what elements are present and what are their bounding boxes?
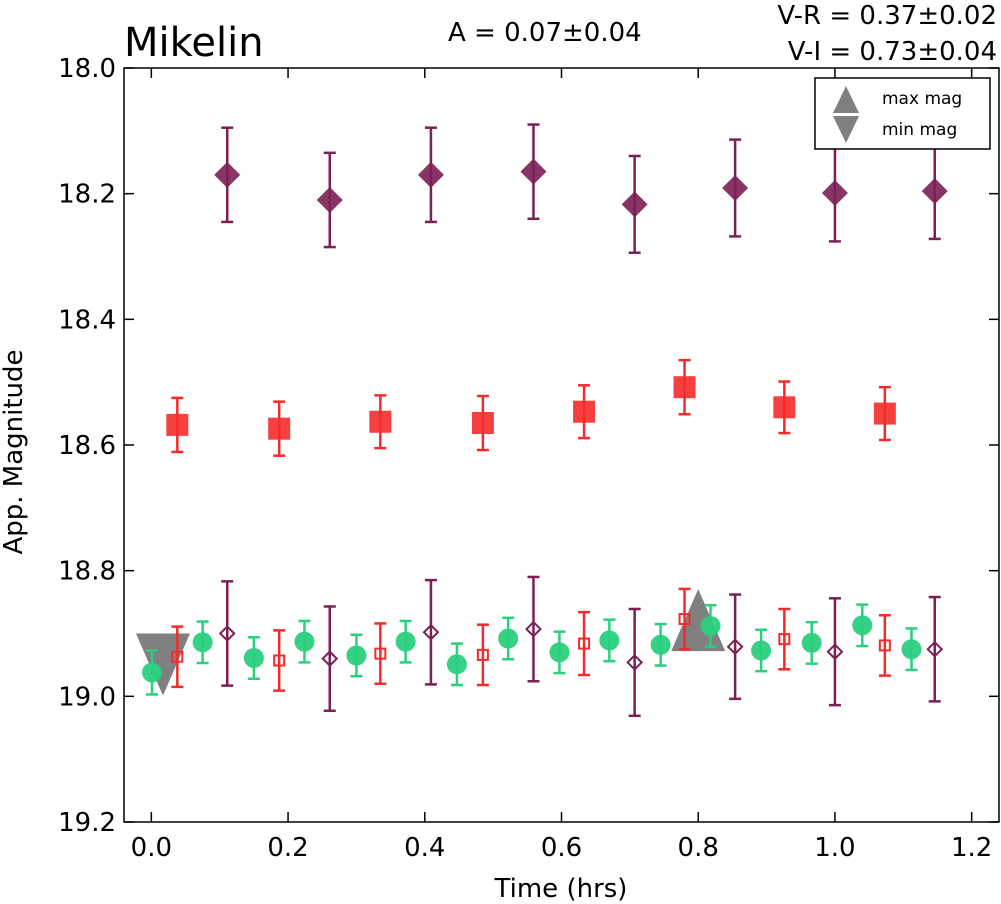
square-marker bbox=[471, 412, 494, 435]
v-i-annotation: V-I = 0.73±0.04 bbox=[788, 37, 997, 67]
diamond-marker bbox=[316, 186, 343, 213]
circle-marker bbox=[395, 631, 416, 652]
diamond-marker bbox=[826, 643, 844, 661]
axis-ticks: 0.0 0.2 0.4 0.6 0.8 1.0 1.2 18.0 18.2 18.4 18.6 18.… bbox=[58, 54, 999, 863]
x-tick-label: 0.4 bbox=[404, 833, 445, 863]
diamond-marker bbox=[926, 640, 944, 658]
square-marker bbox=[476, 648, 489, 661]
series-3 bbox=[171, 587, 891, 692]
y-tick-label: 19.2 bbox=[58, 808, 116, 838]
amplitude-annotation: A = 0.07±0.04 bbox=[448, 18, 642, 48]
diamond-marker bbox=[321, 650, 339, 668]
square-marker bbox=[678, 613, 691, 626]
square-marker bbox=[778, 633, 791, 646]
legend-max-mag-marker bbox=[833, 86, 859, 113]
diamond-marker bbox=[722, 175, 749, 202]
diamond-marker bbox=[214, 161, 241, 188]
plot-frame bbox=[123, 67, 1000, 823]
square-marker bbox=[873, 402, 896, 425]
diamond-marker bbox=[921, 178, 948, 205]
series-4 bbox=[218, 575, 944, 718]
y-tick-label: 18.6 bbox=[58, 431, 116, 461]
diamond-marker bbox=[626, 653, 644, 671]
circle-marker bbox=[901, 639, 922, 660]
square-marker bbox=[268, 417, 291, 440]
x-tick-label: 0.8 bbox=[678, 833, 719, 863]
chart-title: Mikelin bbox=[124, 20, 264, 66]
circle-marker bbox=[599, 630, 620, 651]
square-marker bbox=[171, 650, 184, 663]
circle-marker bbox=[498, 628, 519, 649]
y-tick-label: 18.8 bbox=[58, 557, 116, 587]
x-tick-label: 1.0 bbox=[814, 833, 855, 863]
square-marker bbox=[673, 376, 696, 399]
square-marker bbox=[273, 654, 286, 667]
series-2 bbox=[142, 603, 922, 696]
circle-marker bbox=[346, 645, 367, 666]
circle-marker bbox=[852, 615, 873, 636]
circle-marker bbox=[700, 615, 721, 636]
diamond-marker bbox=[417, 161, 444, 188]
circle-marker bbox=[192, 632, 213, 653]
circle-marker bbox=[294, 631, 315, 652]
legend: max mag min mag bbox=[814, 77, 991, 150]
v-r-annotation: V-R = 0.37±0.02 bbox=[777, 1, 997, 31]
plot-content bbox=[135, 123, 948, 718]
y-tick-label: 19.0 bbox=[58, 682, 116, 712]
y-tick-label: 18.2 bbox=[58, 180, 116, 210]
diamond-marker bbox=[726, 638, 744, 656]
x-tick-label: 0.0 bbox=[131, 833, 172, 863]
square-marker bbox=[573, 400, 596, 423]
circle-marker bbox=[446, 654, 467, 675]
circle-marker bbox=[142, 662, 163, 683]
x-axis-label: Time (hrs) bbox=[494, 874, 628, 904]
y-tick-label: 18.4 bbox=[58, 305, 116, 335]
circle-marker bbox=[650, 634, 671, 655]
square-marker bbox=[166, 413, 189, 436]
square-marker bbox=[369, 410, 392, 433]
x-tick-label: 1.2 bbox=[951, 833, 992, 863]
diamond-marker bbox=[525, 620, 542, 638]
series-0 bbox=[214, 123, 948, 254]
square-marker bbox=[578, 637, 591, 650]
legend-min-mag-marker bbox=[833, 116, 859, 143]
legend-min-mag-label: min mag bbox=[882, 120, 957, 140]
circle-marker bbox=[549, 642, 570, 663]
circle-marker bbox=[751, 640, 772, 661]
legend-max-mag-label: max mag bbox=[882, 89, 962, 109]
y-axis-label: App. Magnitude bbox=[0, 349, 29, 554]
x-tick-label: 0.2 bbox=[267, 833, 308, 863]
x-tick-label: 0.6 bbox=[541, 833, 582, 863]
circle-marker bbox=[243, 648, 264, 669]
square-marker bbox=[773, 396, 796, 419]
y-tick-label: 18.0 bbox=[58, 54, 116, 84]
circle-marker bbox=[801, 632, 822, 653]
diamond-marker bbox=[422, 623, 440, 641]
diamond-marker bbox=[520, 158, 547, 185]
square-marker bbox=[374, 647, 387, 660]
series-1 bbox=[166, 358, 896, 457]
diamond-marker bbox=[218, 625, 236, 642]
diamond-marker bbox=[821, 180, 848, 207]
diamond-marker bbox=[621, 191, 648, 218]
square-marker bbox=[878, 639, 891, 652]
